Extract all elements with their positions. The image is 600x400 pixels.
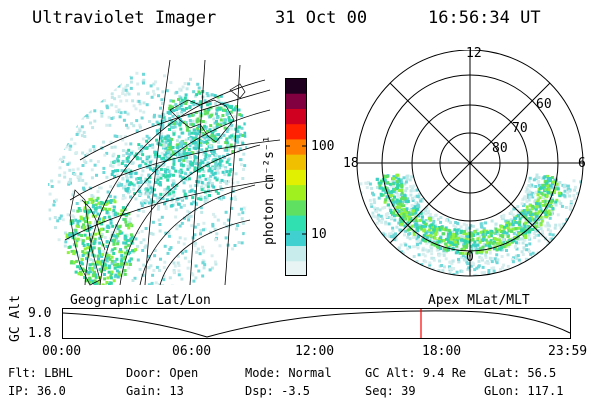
time-tick-1200: 12:00 (295, 344, 335, 359)
mode-field: Mode: Normal (245, 366, 332, 380)
mlat-label-80: 80 (492, 141, 508, 156)
colorbar-band (285, 123, 307, 140)
glat-field: GLat: 56.5 (484, 366, 557, 380)
time-tick-0600: 06:00 (172, 344, 212, 359)
glon-field: GLon: 117.1 (484, 384, 564, 398)
colorbar-band (285, 230, 307, 247)
geo-emission-speckle (48, 71, 248, 285)
colorbar-band (285, 108, 307, 125)
seq-field: Seq: 39 (365, 384, 416, 398)
door-field: Door: Open (126, 366, 199, 380)
date-label: 31 Oct 00 (275, 8, 368, 28)
colorbar-tick-100: 100 (311, 139, 335, 154)
gc-alt-tick-1-8: 1.8 (28, 326, 52, 341)
colorbar-band (285, 138, 307, 155)
colorbar-band (285, 78, 307, 94)
polar-grid (356, 50, 584, 277)
polar-panel-caption: Apex MLat/MLT (428, 293, 530, 308)
time-tick-0000: 00:00 (42, 344, 82, 359)
gc-alt-tick-9: 9.0 (28, 306, 52, 321)
ip-field: IP: 36.0 (8, 384, 66, 398)
geo-panel-caption: Geographic Lat/Lon (70, 293, 211, 308)
mlt-label-0: 0 (466, 250, 474, 265)
gc-alt-field: GC Alt: 9.4 Re (365, 366, 467, 380)
mlat-label-70: 70 (512, 121, 528, 136)
time-label: 16:56:34 UT (428, 8, 541, 28)
colorbar-unit-label: photon cm⁻²s⁻¹ (262, 135, 277, 245)
colorbar-band (285, 154, 307, 170)
colorbar-bands (285, 78, 307, 276)
geo-grid (64, 59, 281, 286)
polar-mlat-mlt-image (356, 50, 584, 277)
geographic-auroral-image (48, 59, 281, 286)
colorbar-band (285, 169, 307, 186)
time-tick-1800: 18:00 (422, 344, 462, 359)
polar-emission-speckle (359, 173, 583, 276)
intensity-colorbar (285, 78, 307, 276)
mlat-label-60: 60 (536, 97, 552, 112)
mlt-label-12: 12 (466, 46, 482, 61)
gain-field: Gain: 13 (126, 384, 184, 398)
gc-alt-axis-label: GC Alt (8, 295, 23, 342)
colorbar-tick-10: 10 (311, 227, 327, 242)
altitude-curve (62, 310, 571, 338)
time-tick-2359: 23:59 (548, 344, 588, 359)
altitude-timeline-plot (62, 308, 571, 339)
mlt-label-6: 6 (578, 156, 586, 171)
coastline-outlines (69, 83, 246, 286)
instrument-title: Ultraviolet Imager (32, 8, 217, 28)
colorbar-band (285, 245, 307, 262)
colorbar-band (285, 215, 307, 231)
colorbar-band (285, 199, 307, 216)
colorbar-band (285, 260, 307, 276)
colorbar-band (285, 184, 307, 201)
mlt-label-18: 18 (343, 156, 359, 171)
colorbar-band (285, 93, 307, 109)
filter-field: Flt: LBHL (8, 366, 74, 380)
dsp-field: Dsp: -3.5 (245, 384, 311, 398)
